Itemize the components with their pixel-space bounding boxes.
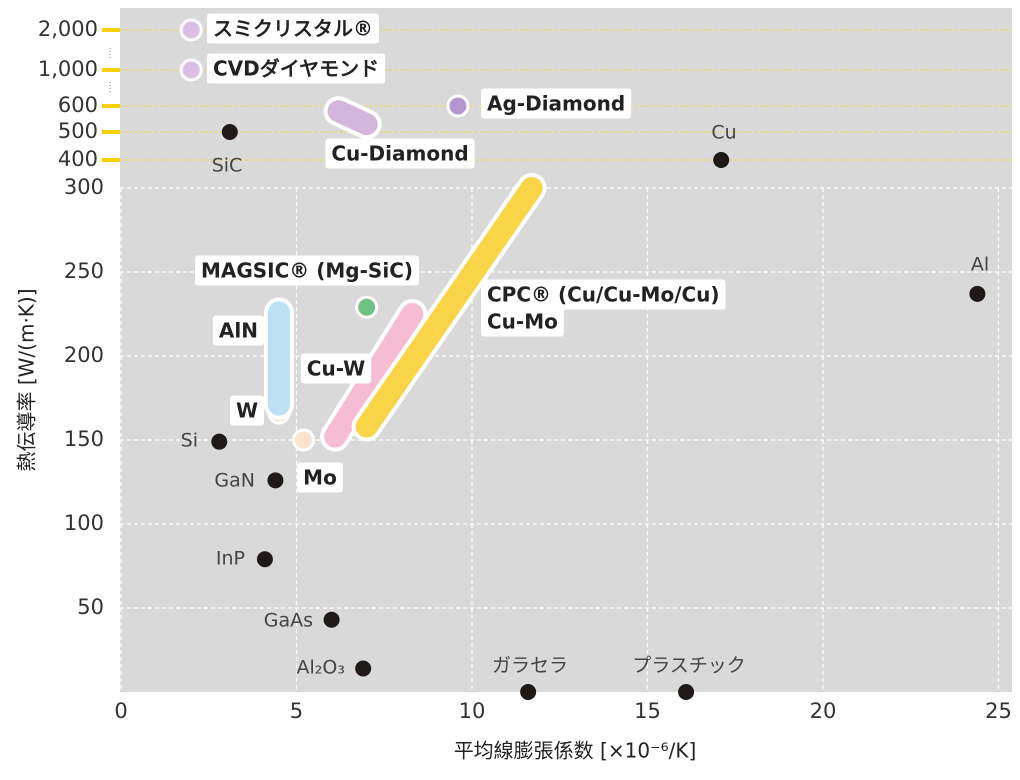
- x-tick-label: 25: [985, 699, 1012, 723]
- point-label: CVDダイヤモンド: [213, 57, 379, 81]
- x-axis-label: 平均線膨張係数 [×10⁻⁶/K]: [454, 739, 697, 763]
- point: [211, 433, 228, 450]
- y-tick-label: 200: [64, 343, 104, 367]
- point-label: Cu-W: [307, 357, 365, 381]
- point: [267, 472, 284, 489]
- point: [446, 94, 470, 118]
- point: [713, 152, 730, 168]
- label-box: [481, 279, 726, 310]
- y-tick-label: 500: [58, 119, 98, 143]
- label-box: [297, 462, 343, 493]
- point-label: プラスチック: [632, 655, 746, 677]
- label-box: [194, 255, 420, 286]
- label-box: [207, 13, 379, 44]
- point-label: Al: [971, 254, 989, 276]
- label-box: [481, 306, 564, 337]
- point-label: InP: [216, 548, 245, 570]
- label-box: [325, 138, 475, 169]
- range: [327, 100, 378, 136]
- y-tick-label: 1,000: [38, 57, 98, 81]
- range: [355, 177, 543, 438]
- point-label: W: [236, 399, 258, 423]
- y-tick-label: 50: [77, 595, 104, 619]
- y-tick-label: 2,000: [38, 17, 98, 41]
- label-box: [481, 88, 632, 119]
- point-label: Al₂O₃: [297, 657, 345, 679]
- point-label: SiC: [212, 155, 243, 177]
- point-label: Mo: [303, 466, 337, 490]
- point: [355, 660, 372, 677]
- point: [179, 18, 203, 42]
- point: [355, 295, 379, 319]
- y-tick-label: 250: [64, 259, 104, 283]
- y-tick-label: 100: [64, 511, 104, 535]
- y-axis-label: 熱伝導率 [W/(m·K)]: [15, 288, 39, 471]
- point-label: AlN: [219, 319, 258, 343]
- x-tick-label: 0: [114, 699, 127, 723]
- point-label: GaAs: [264, 610, 313, 632]
- x-tick-label: 10: [459, 699, 486, 723]
- point: [221, 124, 238, 140]
- y-tick-label: 600: [58, 93, 98, 117]
- point: [179, 58, 203, 82]
- x-tick-label: 5: [290, 699, 303, 723]
- label-box: [300, 353, 372, 384]
- label-box: [212, 315, 264, 346]
- point-label: Cu: [711, 122, 736, 144]
- point-label: GaN: [214, 470, 255, 492]
- point: [256, 551, 273, 568]
- label-box: [229, 395, 264, 426]
- x-tick-label: 20: [810, 699, 837, 723]
- range: [324, 303, 424, 448]
- point-label: MAGSIC® (Mg-SiC): [201, 259, 413, 283]
- point: [292, 428, 316, 452]
- point-label: ガラセラ: [492, 655, 568, 677]
- x-tick-label: 15: [634, 699, 661, 723]
- point-label: Cu-Mo: [487, 310, 558, 334]
- point-label: スミクリスタル®: [213, 17, 373, 41]
- point-label: Ag-Diamond: [487, 92, 625, 116]
- label-box: [207, 53, 386, 84]
- point-label: Si: [181, 430, 198, 452]
- point: [969, 285, 986, 302]
- point: [323, 611, 340, 628]
- point: [520, 684, 537, 700]
- point-label: CPC® (Cu/Cu-Mo/Cu): [487, 283, 720, 307]
- y-tick-label: 150: [64, 427, 104, 451]
- y-tick-label: 300: [64, 175, 104, 199]
- y-tick-label: 400: [58, 147, 98, 171]
- point-label: Cu-Diamond: [331, 142, 468, 166]
- point: [678, 684, 695, 700]
